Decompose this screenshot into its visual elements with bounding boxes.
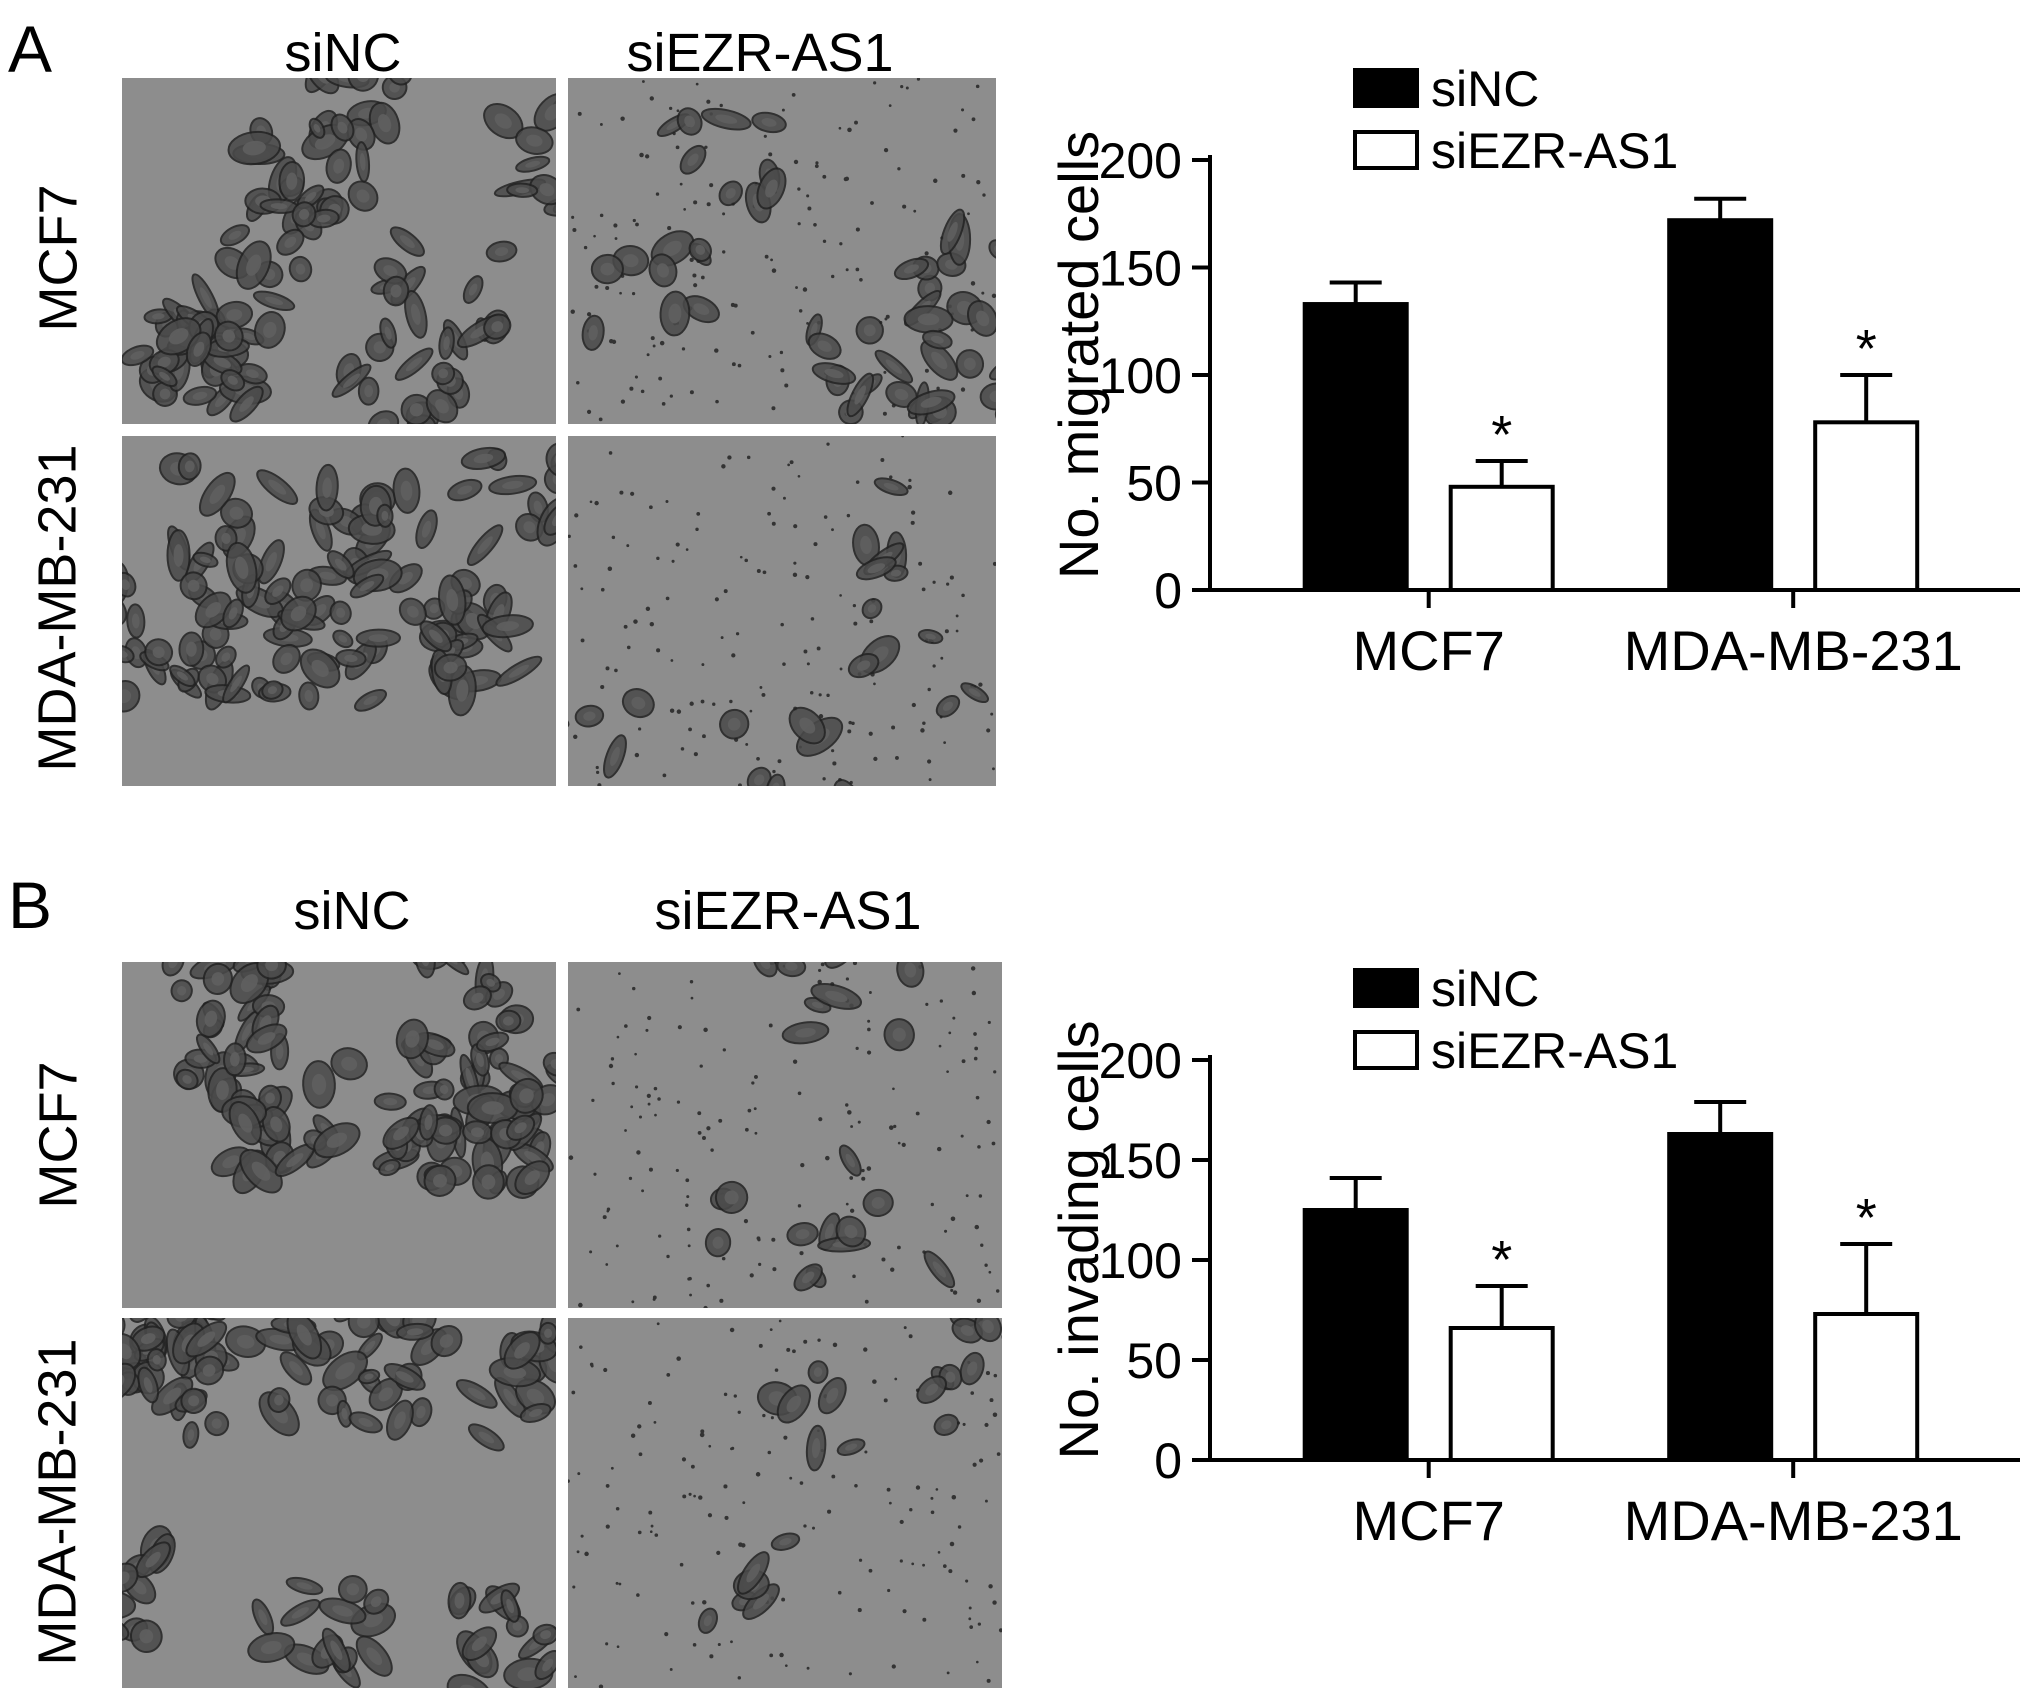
cell-texture [122,1318,556,1688]
legend-swatch [1353,68,1419,108]
legend-label: siNC [1431,961,1539,1017]
y-tick-label: 100 [1099,1233,1182,1289]
column-label-sinc: siNC [284,23,402,83]
row-label-mcf7-b: MCF7 [28,1061,88,1209]
significance-asterisk: * [1856,1188,1877,1248]
x-tick-label: MDA-MB-231 [1624,619,1963,682]
x-tick-label: MDA-MB-231 [1624,1489,1963,1552]
column-label-sinc-b: siNC [293,881,411,941]
cell-texture [122,442,556,717]
legend-label: siEZR-AS1 [1431,123,1678,179]
cell-texture [568,436,996,786]
bar-sinc-mcf7 [1302,1208,1409,1462]
y-tick-label: 0 [1154,1433,1182,1489]
legend-swatch [1353,1030,1419,1070]
significance-asterisk: * [1491,405,1512,465]
micrograph-a-mda-sinc [122,436,556,786]
micrograph-a-mda-siezr-as1 [568,436,996,786]
row-label-mda-mb-231: MDA-MB-231 [28,444,88,772]
panel-letter-b: B [8,868,53,942]
cell-texture [122,78,556,424]
micrograph-b-mcf7-sinc [122,962,556,1308]
y-axis-label: No. migrated cells [1047,131,1110,579]
row-label-mda-mb-231-b: MDA-MB-231 [28,1338,88,1666]
bar-sinc-mcf7 [1302,302,1409,593]
y-axis-label: No. invading cells [1047,1021,1110,1460]
micrograph-b-mcf7-siezr-as1 [568,962,1002,1308]
bar-siezr-as1-mda-mb-231 [1813,420,1920,592]
y-tick-label: 150 [1099,241,1182,297]
y-tick-label: 50 [1126,456,1182,512]
cell-texture [161,962,556,1200]
legend-label: siNC [1431,61,1539,117]
row-label-mda-b-wrap: MDA-MB-231 [0,1316,118,1688]
legend-swatch [1353,130,1419,170]
bar-siezr-as1-mcf7 [1448,484,1555,592]
y-tick-label: 0 [1154,563,1182,619]
row-label-mcf7-wrap: MCF7 [0,90,118,426]
y-tick-label: 50 [1126,1333,1182,1389]
micrograph-a-mcf7-siezr-as1 [568,78,996,424]
y-tick-label: 200 [1099,1033,1182,1089]
row-label-mcf7: MCF7 [28,184,88,332]
micrograph-a-mcf7-sinc [122,78,556,424]
column-label-siezr-as1-b: siEZR-AS1 [654,881,922,941]
row-label-mcf7-b-wrap: MCF7 [0,962,118,1308]
x-tick-label: MCF7 [1352,1489,1504,1552]
panel-letter-a: A [8,12,53,86]
y-tick-label: 100 [1099,348,1182,404]
cell-texture [568,962,1000,1308]
cell-texture [570,78,996,424]
y-tick-label: 150 [1099,1133,1182,1189]
bar-siezr-as1-mda-mb-231 [1813,1312,1920,1462]
significance-asterisk: * [1491,1230,1512,1290]
row-label-mda-wrap: MDA-MB-231 [0,432,118,784]
cell-texture [568,1318,1002,1688]
legend-label: siEZR-AS1 [1431,1023,1678,1079]
x-tick-label: MCF7 [1352,619,1504,682]
legend-swatch [1353,968,1419,1008]
micrograph-b-mda-siezr-as1 [568,1318,1002,1688]
bar-sinc-mda-mb-231 [1667,1132,1774,1462]
column-label-siezr-as1: siEZR-AS1 [626,23,894,83]
bar-sinc-mda-mb-231 [1667,218,1774,592]
bar-siezr-as1-mcf7 [1448,1326,1555,1462]
micrograph-b-mda-sinc [122,1318,556,1688]
significance-asterisk: * [1856,319,1877,379]
y-tick-label: 200 [1099,133,1182,189]
